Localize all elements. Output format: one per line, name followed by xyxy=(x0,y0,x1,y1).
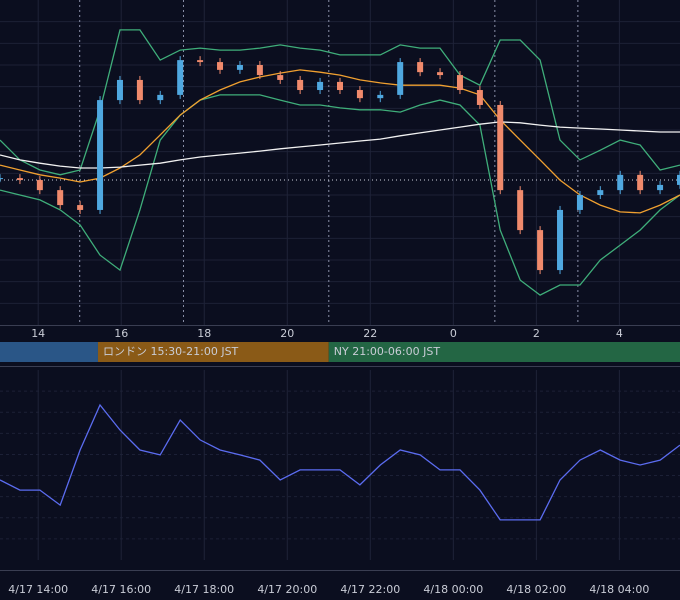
series-line xyxy=(0,69,680,214)
series-line xyxy=(0,121,680,169)
series-line xyxy=(0,94,680,296)
candle xyxy=(576,195,583,210)
candle xyxy=(497,104,504,191)
candle xyxy=(16,178,23,181)
candle xyxy=(637,174,644,191)
x-tick-label: 2 xyxy=(533,327,540,340)
candle xyxy=(476,90,483,105)
candle xyxy=(437,72,444,76)
x-tick-label: 18 xyxy=(197,327,211,340)
candle xyxy=(417,62,424,73)
candle xyxy=(397,62,404,95)
x-tick-label: 4/17 14:00 xyxy=(8,583,68,596)
candle xyxy=(377,94,384,99)
candle xyxy=(517,190,524,231)
candle xyxy=(657,184,664,191)
candle xyxy=(136,79,143,101)
candle xyxy=(217,62,224,70)
session-label: NY 21:00-06:00 JST xyxy=(334,345,441,358)
candle xyxy=(537,230,544,271)
candle xyxy=(57,190,64,206)
x-tick-label: 4/17 16:00 xyxy=(91,583,151,596)
candle xyxy=(677,174,680,185)
x-tick-label: 22 xyxy=(363,327,377,340)
candle xyxy=(197,60,204,63)
candle xyxy=(356,90,363,99)
x-tick-label: 0 xyxy=(450,327,457,340)
candle xyxy=(97,100,104,210)
x-tick-label: 4 xyxy=(616,327,623,340)
x-tick-label: 4/18 00:00 xyxy=(423,583,483,596)
candle xyxy=(77,205,84,210)
candle xyxy=(337,81,343,91)
candle xyxy=(36,180,43,191)
x-tick-label: 4/17 18:00 xyxy=(174,583,234,596)
x-tick-label: 14 xyxy=(31,327,45,340)
x-tick-label: 16 xyxy=(114,327,128,340)
candle xyxy=(116,79,123,101)
session-label: ロンドン 15:30-21:00 JST xyxy=(103,345,239,358)
session-band xyxy=(328,342,680,362)
candle xyxy=(617,174,624,191)
x-tick-label: 4/18 02:00 xyxy=(506,583,566,596)
session-band xyxy=(0,342,98,362)
candle xyxy=(277,75,284,80)
x-tick-label: 4/17 22:00 xyxy=(340,583,400,596)
series-line xyxy=(0,403,680,521)
x-tick-label: 4/18 04:00 xyxy=(589,583,649,596)
session-band xyxy=(97,342,329,362)
candle xyxy=(157,94,164,101)
x-tick-label: 4/17 20:00 xyxy=(257,583,317,596)
candle xyxy=(297,79,304,91)
candle xyxy=(597,190,604,195)
candle xyxy=(317,81,324,91)
candle xyxy=(236,65,243,70)
series-line xyxy=(0,29,680,176)
candle xyxy=(456,75,463,91)
candle xyxy=(557,209,564,271)
candle xyxy=(177,60,184,95)
x-tick-label: 20 xyxy=(280,327,294,340)
candle xyxy=(256,65,263,76)
candle xyxy=(0,178,3,180)
